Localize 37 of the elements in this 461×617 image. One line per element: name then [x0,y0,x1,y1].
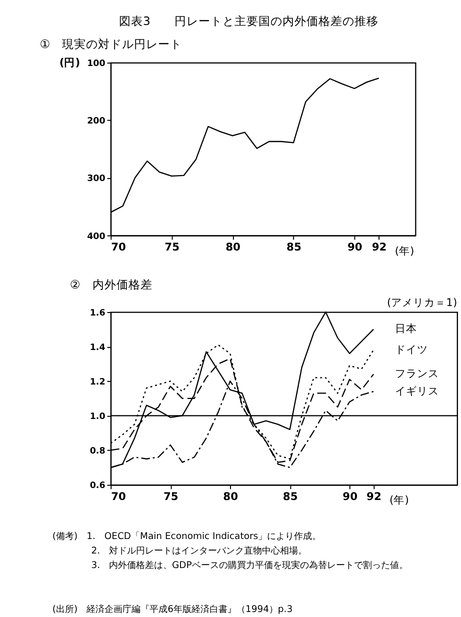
y-tick-label: 0.8 [90,446,106,457]
chart-title: 図表3 円レートと主要国の内外価格差の推移 [119,14,378,28]
x-tick-label: 85 [286,240,302,254]
y-tick-label: 100 [87,59,106,69]
text: 3. 内外価格差は、GDPベースの購買力平価を現実の為替レートで割った値。 [91,560,408,572]
x-tick-label: 90 [348,240,362,254]
chart-title: ② 内外価格差 [70,278,152,292]
y-tick-label: 1.4 [90,342,106,353]
y-tick-label: 300 [87,174,106,184]
series-label: 日本 [394,322,417,336]
y-tick-label: 400 [87,232,106,242]
x-tick-label: 70 [111,240,126,254]
text: (出所) 経済企画庁編『平成6年版経済白書』（1994）p.3 [52,604,293,615]
x-tick-label: 90 [342,490,358,503]
y-axis-title: (円) [59,56,80,69]
chart-subtitle: ① 現実の対ドル円レート [40,37,182,52]
x-tick-label: 80 [223,490,238,503]
series-label: ドイツ [394,342,428,356]
x-tick-label: 75 [164,240,180,254]
x-tick-label: 70 [111,490,126,503]
x-axis-title: (年) [394,244,414,258]
text: 2. 対ドル円レートはインターバンク直物中心相場。 [91,546,308,557]
y-tick-label: 200 [87,116,106,127]
x-tick-label: 92 [366,490,382,503]
x-tick-label: 80 [226,240,240,254]
y-tick-label: 1.2 [90,378,106,388]
x-tick-label: 92 [372,240,387,254]
text: (備考) 1. OECD「Main Economic Indicators」により作成。 [52,531,322,542]
series-label: イギリス [394,384,439,398]
y-tick-label: 0.6 [90,481,106,492]
x-tick-label: 75 [163,490,178,503]
y-tick-label: 1.0 [90,412,106,422]
x-axis-title: (年) [390,494,409,507]
x-tick-label: 85 [282,490,298,503]
text: (アメリカ＝1) [387,296,458,310]
y-tick-label: 1.6 [90,308,106,318]
series-label: フランス [394,367,439,380]
